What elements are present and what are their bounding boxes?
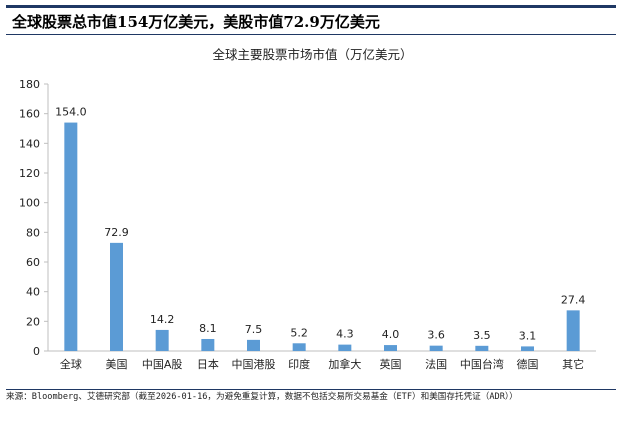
data-label: 3.1 xyxy=(519,329,537,342)
x-tick-label: 中国A股 xyxy=(142,358,183,371)
y-tick-label: 120 xyxy=(19,167,40,180)
bar xyxy=(429,345,443,351)
y-tick-label: 100 xyxy=(19,197,40,210)
bar xyxy=(521,346,534,351)
bar xyxy=(338,344,352,351)
data-label: 4.0 xyxy=(382,328,400,341)
bar xyxy=(110,242,123,351)
x-tick-label: 加拿大 xyxy=(328,357,361,371)
y-tick-label: 0 xyxy=(33,345,40,358)
data-label: 8.1 xyxy=(199,322,217,335)
x-tick-label: 其它 xyxy=(562,357,584,371)
bar xyxy=(566,310,580,351)
y-tick-label: 20 xyxy=(26,315,40,328)
data-label: 7.5 xyxy=(245,323,263,336)
bar-chart: 0 20 40 60 80 100 120 140 160 180 154.0 全球 72.9 美国 14.… xyxy=(19,78,596,371)
y-tick-label: 160 xyxy=(19,108,40,121)
x-tick-label: 美国 xyxy=(106,358,128,371)
bar xyxy=(475,345,489,351)
y-tick-label: 60 xyxy=(26,256,40,269)
bar xyxy=(64,122,78,351)
data-label: 5.2 xyxy=(290,326,308,339)
x-tick-label: 中国台湾 xyxy=(460,357,504,371)
x-tick-label: 日本 xyxy=(197,357,219,371)
data-label: 14.2 xyxy=(150,313,175,326)
data-label: 27.4 xyxy=(561,293,586,306)
y-tick-label: 180 xyxy=(19,78,40,91)
x-tick-label: 中国港股 xyxy=(232,358,276,371)
y-tick-label: 80 xyxy=(26,226,40,239)
data-label: 3.6 xyxy=(427,329,445,342)
y-tick-label: 140 xyxy=(19,137,40,150)
bar xyxy=(155,329,169,351)
source-note: 来源：Bloomberg、艾德研究部（截至2026-01-16，为避免重复计算，… xyxy=(6,389,616,404)
data-label: 154.0 xyxy=(55,106,87,119)
x-tick-label: 全球 xyxy=(60,357,82,371)
bar xyxy=(384,345,397,351)
y-tick-label: 40 xyxy=(26,286,40,299)
chart-title: 全球主要股票市场市值（万亿美元） xyxy=(212,47,413,62)
headline-banner: 全球股票总市值154万亿美元，美股市值72.9万亿美元 xyxy=(6,5,616,35)
x-tick-label: 德国 xyxy=(517,357,539,371)
x-tick-label: 印度 xyxy=(288,357,310,371)
data-label: 4.3 xyxy=(336,328,354,341)
bar xyxy=(247,339,260,351)
headline-text: 全球股票总市值154万亿美元，美股市值72.9万亿美元 xyxy=(12,13,380,31)
x-tick-label: 英国 xyxy=(380,357,402,371)
bar xyxy=(201,338,215,351)
data-label: 3.5 xyxy=(473,329,491,342)
data-label: 72.9 xyxy=(104,226,129,239)
bar xyxy=(292,343,306,351)
x-tick-label: 法国 xyxy=(425,357,447,371)
